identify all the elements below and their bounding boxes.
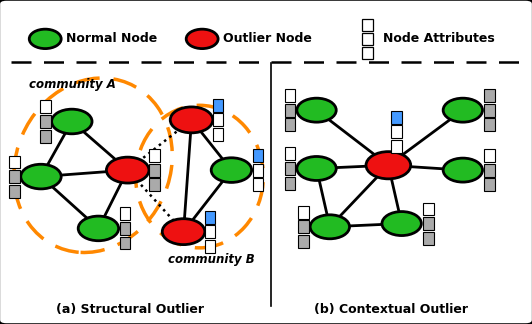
Text: (b) Contextual Outlier: (b) Contextual Outlier: [314, 303, 468, 316]
FancyBboxPatch shape: [285, 162, 295, 175]
FancyBboxPatch shape: [40, 115, 51, 128]
FancyBboxPatch shape: [253, 164, 263, 177]
FancyBboxPatch shape: [120, 237, 130, 249]
Text: (a) Structural Outlier: (a) Structural Outlier: [56, 303, 204, 316]
FancyBboxPatch shape: [362, 33, 373, 45]
FancyBboxPatch shape: [484, 164, 495, 177]
FancyBboxPatch shape: [484, 104, 495, 117]
FancyBboxPatch shape: [362, 19, 373, 31]
FancyBboxPatch shape: [40, 100, 51, 113]
Circle shape: [186, 29, 218, 49]
FancyBboxPatch shape: [484, 89, 495, 102]
Text: Normal Node: Normal Node: [66, 32, 158, 45]
FancyBboxPatch shape: [213, 99, 223, 112]
FancyBboxPatch shape: [298, 206, 309, 219]
Circle shape: [21, 164, 61, 189]
Text: Node Attributes: Node Attributes: [383, 32, 495, 45]
Text: Outlier Node: Outlier Node: [223, 32, 312, 45]
Circle shape: [297, 98, 336, 122]
FancyBboxPatch shape: [298, 220, 309, 233]
FancyBboxPatch shape: [253, 149, 263, 162]
Circle shape: [170, 107, 213, 133]
FancyBboxPatch shape: [205, 211, 215, 224]
Circle shape: [106, 157, 149, 183]
Circle shape: [310, 215, 350, 239]
Circle shape: [443, 158, 483, 182]
FancyBboxPatch shape: [120, 207, 130, 220]
FancyBboxPatch shape: [423, 232, 434, 245]
Circle shape: [29, 29, 61, 49]
FancyBboxPatch shape: [391, 125, 402, 138]
FancyBboxPatch shape: [253, 178, 263, 191]
FancyBboxPatch shape: [423, 202, 434, 215]
FancyBboxPatch shape: [285, 118, 295, 131]
Circle shape: [162, 219, 205, 245]
FancyBboxPatch shape: [213, 113, 223, 126]
FancyBboxPatch shape: [484, 149, 495, 162]
FancyBboxPatch shape: [362, 47, 373, 59]
Circle shape: [297, 156, 336, 180]
FancyBboxPatch shape: [213, 128, 223, 141]
FancyBboxPatch shape: [423, 217, 434, 230]
FancyBboxPatch shape: [149, 178, 160, 191]
FancyBboxPatch shape: [6, 4, 526, 62]
FancyBboxPatch shape: [484, 118, 495, 131]
FancyBboxPatch shape: [391, 111, 402, 124]
FancyBboxPatch shape: [9, 170, 20, 183]
FancyBboxPatch shape: [285, 177, 295, 190]
Circle shape: [211, 158, 252, 182]
Circle shape: [443, 98, 483, 122]
FancyBboxPatch shape: [9, 156, 20, 168]
FancyBboxPatch shape: [285, 147, 295, 160]
FancyBboxPatch shape: [149, 149, 160, 162]
FancyBboxPatch shape: [149, 164, 160, 177]
FancyBboxPatch shape: [120, 222, 130, 235]
FancyBboxPatch shape: [391, 140, 402, 153]
Circle shape: [52, 109, 92, 134]
FancyBboxPatch shape: [285, 89, 295, 102]
Circle shape: [382, 212, 421, 236]
Circle shape: [78, 216, 119, 241]
Circle shape: [366, 152, 411, 179]
FancyBboxPatch shape: [484, 178, 495, 191]
FancyBboxPatch shape: [205, 225, 215, 238]
FancyBboxPatch shape: [298, 235, 309, 248]
FancyBboxPatch shape: [9, 185, 20, 198]
FancyBboxPatch shape: [285, 104, 295, 117]
FancyBboxPatch shape: [40, 130, 51, 143]
FancyBboxPatch shape: [205, 240, 215, 253]
Text: community A: community A: [29, 78, 116, 91]
Text: community B: community B: [168, 253, 254, 266]
